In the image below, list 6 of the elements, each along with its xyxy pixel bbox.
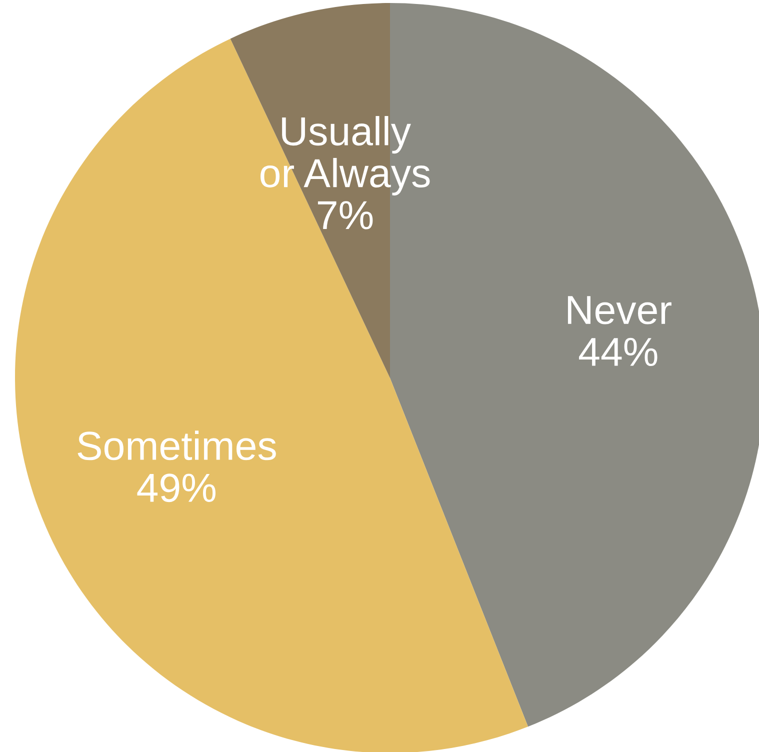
data-label: 49%: [137, 474, 216, 502]
slice-label: Usually or Always: [260, 116, 430, 196]
slice-label: Never: [568, 296, 672, 324]
data-label: 44%: [579, 338, 658, 366]
slice-label: Sometimes: [78, 430, 276, 460]
data-label: 7%: [318, 201, 373, 230]
